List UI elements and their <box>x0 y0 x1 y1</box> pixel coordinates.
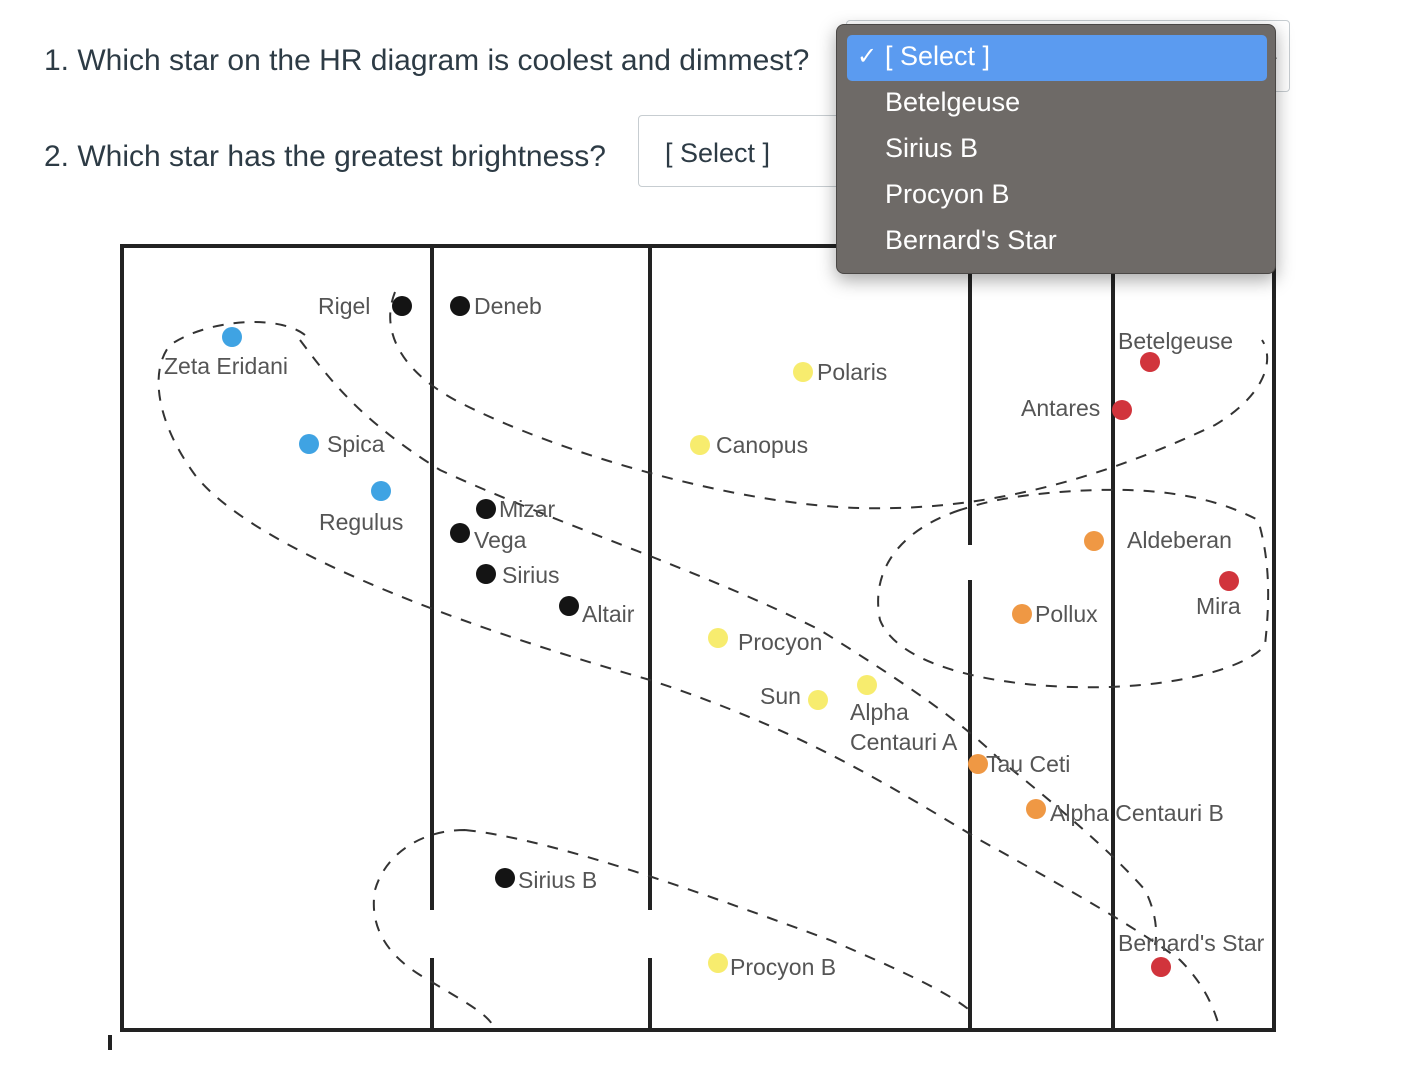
question-2-select-value: [ Select ] <box>665 138 771 168</box>
star-dot-canopus <box>690 435 710 455</box>
star-dot-alpha-centauri-a <box>857 675 877 695</box>
star-label-alpha-centauri-a-line2: Centauri A <box>850 729 958 755</box>
star-label-vega: Vega <box>474 527 527 553</box>
star-dot-tau-ceti <box>968 754 988 774</box>
white-dwarfs-region <box>372 829 976 1031</box>
dropdown-option-label: Betelgeuse <box>885 87 1021 117</box>
dropdown-option-label: [ Select ] <box>885 41 991 71</box>
star-dot-regulus <box>371 481 391 501</box>
star-dot-antares <box>1112 400 1132 420</box>
star-label-betelgeuse: Betelgeuse <box>1118 328 1233 354</box>
dropdown-option-label: Sirius B <box>885 133 979 163</box>
star-label-bernards-star: Bernard's Star <box>1118 930 1265 956</box>
star-label-regulus: Regulus <box>319 509 403 535</box>
star-dot-mira <box>1219 571 1239 591</box>
dropdown-option-betelgeuse[interactable]: Betelgeuse <box>847 81 1267 127</box>
star-dot-sirius-b <box>495 868 515 888</box>
star-label-antares: Antares <box>1021 395 1100 421</box>
star-dot-pollux <box>1012 604 1032 624</box>
checkmark-icon: ✓ <box>857 43 878 70</box>
dropdown-option-label: Procyon B <box>885 179 1010 209</box>
star-label-sun: Sun <box>760 683 801 709</box>
star-label-rigel: Rigel <box>318 293 370 319</box>
star-dot-zeta-eridani <box>222 327 242 347</box>
star-dot-aldeberan <box>1084 531 1104 551</box>
star-dot-procyon <box>708 628 728 648</box>
star-label-alpha-centauri-b: Alpha Centauri B <box>1050 800 1224 826</box>
star-label-sirius: Sirius <box>502 562 560 588</box>
star-dot-procyon-b <box>708 953 728 973</box>
star-dot-betelgeuse <box>1140 352 1160 372</box>
star-label-aldeberan: Aldeberan <box>1127 527 1232 553</box>
star-dot-deneb <box>450 296 470 316</box>
star-dot-mizar <box>476 499 496 519</box>
dropdown-option-select[interactable]: ✓ [ Select ] <box>847 35 1267 81</box>
star-label-alpha-centauri-a-line1: Alpha <box>850 699 909 725</box>
dropdown-option-bernards-star[interactable]: Bernard's Star <box>847 219 1267 265</box>
star-label-sirius-b: Sirius B <box>518 867 597 893</box>
main-sequence-region <box>157 321 1221 1031</box>
star-label-tau-ceti: Tau Ceti <box>986 751 1070 777</box>
star-dot-alpha-centauri-b <box>1026 799 1046 819</box>
supergiants-region <box>389 291 1269 510</box>
star-dots <box>222 296 1239 977</box>
star-dot-polaris <box>793 362 813 382</box>
star-dot-sun <box>808 690 828 710</box>
dropdown-option-procyon-b[interactable]: Procyon B <box>847 173 1267 219</box>
star-label-deneb: Deneb <box>474 293 542 319</box>
question-1: 1. Which star on the HR diagram is coole… <box>44 44 810 77</box>
star-label-canopus: Canopus <box>716 432 808 458</box>
star-dot-bernards-star <box>1151 957 1171 977</box>
star-dot-sirius <box>476 564 496 584</box>
star-dot-rigel <box>392 296 412 316</box>
star-label-altair: Altair <box>582 601 635 627</box>
star-label-mira: Mira <box>1196 593 1241 619</box>
star-dot-altair <box>559 596 579 616</box>
dropdown-option-sirius-b[interactable]: Sirius B <box>847 127 1267 173</box>
star-label-spica: Spica <box>327 431 385 457</box>
star-label-procyon-b: Procyon B <box>730 954 836 980</box>
star-dot-vega <box>450 523 470 543</box>
diagram-frame <box>120 244 1276 1032</box>
question-1-dropdown-list: ✓ [ Select ] Betelgeuse Sirius B Procyon… <box>836 24 1276 274</box>
dropdown-option-label: Bernard's Star <box>885 225 1057 255</box>
star-label-zeta-eridani: Zeta Eridani <box>164 353 288 379</box>
star-label-pollux: Pollux <box>1035 601 1098 627</box>
star-label-procyon: Procyon <box>738 629 822 655</box>
star-dot-spica <box>299 434 319 454</box>
star-labels: Rigel Deneb Zeta Eridani Spica Regulus M… <box>164 293 1265 980</box>
star-label-mizar: Mizar <box>499 496 556 522</box>
question-2: 2. Which star has the greatest brightnes… <box>44 140 606 173</box>
star-label-polaris: Polaris <box>817 359 887 385</box>
giants-region <box>877 488 1270 689</box>
